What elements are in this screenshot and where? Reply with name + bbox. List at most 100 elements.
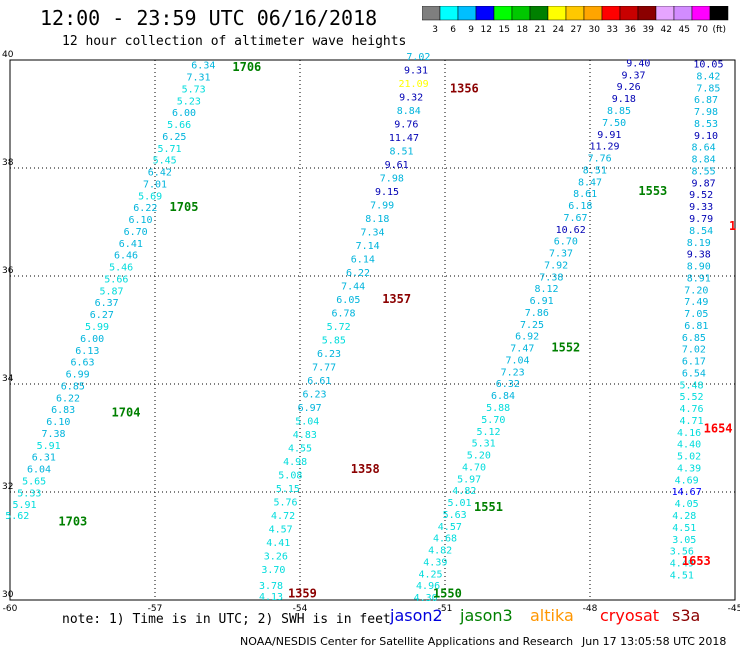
y-tick-label: 36 [2, 266, 14, 276]
color-scale-label: 45 [679, 25, 690, 35]
wave-height-point: 8.51 [583, 165, 607, 176]
wave-height-point: 6.10 [128, 215, 152, 226]
pass-label: 1553 [638, 184, 667, 198]
wave-height-point: 8.19 [687, 238, 711, 249]
footer-timestamp: Jun 17 13:05:58 UTC 2018 [582, 635, 727, 648]
wave-height-point: 8.90 [687, 262, 711, 273]
wave-height-point: 6.14 [351, 255, 375, 266]
color-scale-label: 15 [499, 25, 510, 35]
color-scale-label: 21 [535, 25, 546, 35]
color-scale-label: 3 [432, 25, 438, 35]
wave-height-point: 8.51 [389, 147, 413, 158]
wave-height-point: 6.70 [124, 227, 148, 238]
color-scale-label: 18 [517, 25, 529, 35]
pass-label: 1 [729, 219, 736, 233]
wave-height-point: 6.22 [56, 393, 80, 404]
wave-height-point: 7.38 [41, 429, 65, 440]
wave-height-point: 4.68 [433, 534, 457, 545]
wave-height-point: 9.52 [689, 190, 713, 201]
wave-height-point: 7.14 [356, 241, 380, 252]
wave-height-point: 7.38 [539, 272, 563, 283]
wave-height-point: 3.78 [259, 581, 283, 592]
wave-height-point: 6.17 [682, 357, 706, 368]
pass-label: 1551 [474, 500, 503, 514]
wave-height-point: 5.33 [17, 488, 41, 499]
wave-height-point: 6.37 [95, 298, 119, 309]
wave-height-point: 7.20 [684, 285, 708, 296]
wave-height-point: 5.08 [278, 471, 302, 482]
wave-height-point: 4.05 [675, 499, 699, 510]
pass-label: 1653 [682, 554, 711, 568]
wave-height-point: 6.85 [682, 333, 706, 344]
wave-height-point: 4.40 [677, 440, 701, 451]
color-scale-label: 30 [589, 25, 601, 35]
wave-height-point: 5.88 [486, 403, 510, 414]
page-title: 12:00 - 23:59 UTC 06/16/2018 [40, 6, 378, 30]
color-scale-label: 24 [553, 25, 565, 35]
wave-height-point: 7.02 [406, 52, 430, 63]
wave-height-point: 9.61 [385, 160, 409, 171]
wave-height-point: 5.99 [85, 322, 109, 333]
wave-height-point: 5.66 [167, 120, 191, 131]
wave-height-point: 4.57 [269, 525, 293, 536]
wave-height-point: 6.92 [515, 332, 539, 343]
wave-height-point: 7.86 [525, 308, 549, 319]
y-tick-label: 38 [2, 158, 14, 168]
wave-height-point: 6.00 [172, 108, 196, 119]
wave-height-point: 5.91 [37, 441, 61, 452]
wave-height-point: 4.69 [675, 475, 699, 486]
units-note: note: 1) Time is in UTC; 2) SWH is in fe… [62, 612, 391, 627]
wave-height-point: 8.53 [694, 119, 718, 130]
wave-height-point: 5.66 [104, 274, 128, 285]
wave-height-point: 6.32 [496, 379, 520, 390]
color-scale-label: 39 [643, 25, 655, 35]
wave-height-point: 7.77 [312, 363, 336, 374]
wave-height-point: 4.96 [416, 581, 440, 592]
wave-height-point: 5.69 [138, 191, 162, 202]
wave-height-point: 5.85 [322, 336, 346, 347]
wave-height-point: 6.10 [46, 417, 70, 428]
wave-height-point: 5.46 [109, 263, 133, 274]
wave-height-point: 5.70 [481, 415, 505, 426]
wave-height-point: 7.98 [694, 107, 718, 118]
color-scale-label: 42 [661, 25, 672, 35]
wave-height-point: 8.64 [692, 143, 716, 154]
pass-label: 1358 [351, 462, 380, 476]
wave-height-point: 9.87 [692, 178, 716, 189]
wave-height-point: 7.23 [501, 367, 525, 378]
wave-height-point: 9.32 [399, 93, 423, 104]
x-tick-label: -57 [148, 604, 163, 614]
wave-height-point: 3.70 [261, 565, 285, 576]
wave-height-point: 5.71 [157, 144, 181, 155]
pass-label: 1704 [112, 405, 141, 419]
wave-height-point: 7.04 [505, 355, 529, 366]
wave-height-point: 10.62 [556, 225, 586, 236]
wave-height-point: 5.62 [5, 511, 29, 522]
wave-height-point: 6.34 [191, 61, 215, 72]
wave-height-point: 5.31 [472, 439, 496, 450]
wave-height-point: 4.39 [677, 463, 701, 474]
wave-height-point: 9.33 [689, 202, 713, 213]
wave-height-point: 8.18 [365, 214, 389, 225]
wave-height-point: 7.99 [370, 201, 394, 212]
wave-height-point: 5.02 [677, 452, 701, 463]
wave-height-point: 7.47 [510, 344, 534, 355]
wave-height-point: 8.55 [692, 166, 716, 177]
y-tick-label: 40 [2, 50, 14, 60]
wave-height-point: 6.99 [66, 370, 90, 381]
wave-height-point: 7.37 [549, 249, 573, 260]
color-swatch [709, 6, 729, 21]
wave-height-point: 6.46 [114, 251, 138, 262]
wave-height-point: 7.67 [563, 213, 587, 224]
wave-height-point: 4.51 [672, 523, 696, 534]
wave-height-point: 6.05 [336, 295, 360, 306]
wave-height-point: 6.81 [684, 321, 708, 332]
wave-height-point: 5.73 [182, 84, 206, 95]
wave-height-point: 5.45 [153, 156, 177, 167]
wave-height-point: 4.98 [283, 457, 307, 468]
wave-height-point: 7.44 [341, 282, 365, 293]
wave-height-point: 3.26 [264, 552, 288, 563]
wave-height-point: 5.12 [476, 427, 500, 438]
wave-height-point: 4.51 [670, 570, 694, 581]
